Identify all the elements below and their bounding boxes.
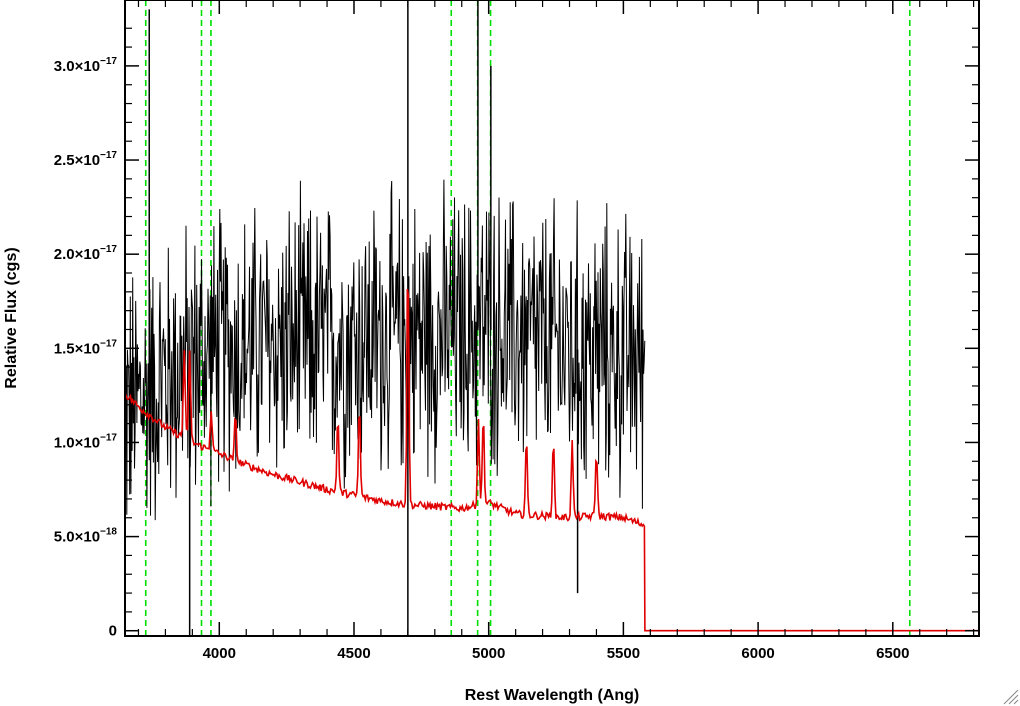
x-axis-title: Rest Wavelength (Ang)	[465, 687, 640, 704]
grip-line	[1008, 694, 1019, 705]
plot-frame	[124, 0, 980, 637]
resize-grip-icon[interactable]	[1003, 689, 1019, 705]
axis-ticks	[125, 0, 979, 636]
x-tick-label: 6000	[741, 645, 774, 662]
x-tick-label: 5000	[472, 645, 505, 662]
x-tick-label: 4500	[337, 645, 370, 662]
grip-line	[1003, 689, 1019, 705]
y-tick-label: 0	[109, 623, 117, 640]
y-axis-title: Relative Flux (cgs)	[3, 247, 20, 388]
y-tick-label: 1.5×10−17	[54, 338, 118, 357]
observed-spectrum-line	[124, 179, 646, 521]
x-tick-label: 5500	[607, 645, 640, 662]
grip-line	[1013, 699, 1019, 705]
y-tick-label: 5.0×10−18	[54, 527, 118, 546]
y-tick-label: 3.0×10−17	[54, 56, 118, 75]
data-layer	[124, 0, 979, 636]
model-spectrum-line	[124, 288, 979, 632]
y-tick-label: 1.0×10−17	[54, 432, 118, 451]
y-tick-label: 2.0×10−17	[54, 244, 118, 263]
x-tick-label: 4000	[203, 645, 236, 662]
y-tick-label: 2.5×10−17	[54, 150, 118, 169]
x-tick-label: 6500	[876, 645, 909, 662]
axis-tick-labels: 4000 4500 5000 5500 6000 6500 0 5.0×10−18 1.0×10…	[54, 56, 910, 662]
